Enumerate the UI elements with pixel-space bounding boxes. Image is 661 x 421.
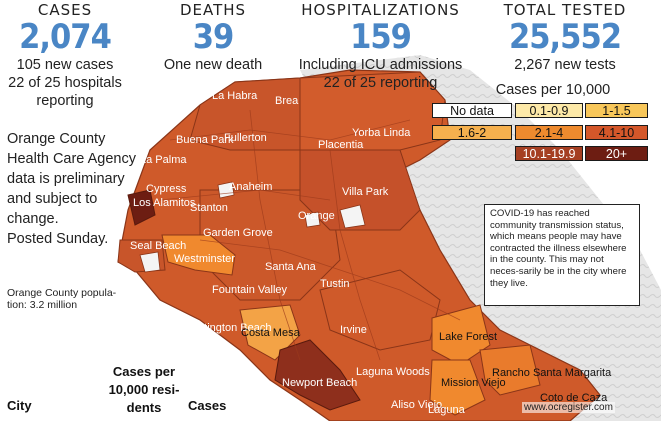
area-lake-forest bbox=[431, 304, 491, 366]
legend-swatch-10-1-19-9: 10.1-19.9 bbox=[515, 146, 583, 161]
area-newport bbox=[274, 339, 361, 411]
city-label: La Palma bbox=[140, 154, 187, 166]
legend-swatch-2-1-4: 2.1-4 bbox=[515, 125, 583, 140]
stat-sub: 22 of 25 reporting bbox=[323, 75, 438, 91]
stat-label: HOSPITALIZATIONS bbox=[301, 1, 460, 19]
stat-sub: reporting bbox=[36, 93, 94, 109]
area-westminster bbox=[161, 234, 236, 276]
stat-sub: 2,267 new tests bbox=[514, 57, 616, 73]
area-mission-viejo bbox=[429, 359, 486, 416]
area-rancho bbox=[479, 344, 541, 396]
city-label: Aliso Viejo bbox=[391, 399, 442, 411]
city-label: Mission Viejo bbox=[441, 377, 506, 389]
legend-swatch-20-plus: 20+ bbox=[585, 146, 648, 161]
population-line: tion: 3.2 million bbox=[7, 299, 78, 311]
stat-value: 2,074 bbox=[19, 17, 112, 57]
city-label: Newport Beach bbox=[282, 377, 357, 389]
region-irvine bbox=[319, 269, 441, 351]
rate-header-line: dents bbox=[126, 400, 162, 415]
city-label: Coto de Caza bbox=[540, 392, 608, 404]
legend-swatch-1-1-5: 1-1.5 bbox=[585, 103, 648, 118]
no-data-area-1 bbox=[139, 251, 161, 273]
disclaimer-line: data is preliminary bbox=[7, 171, 125, 187]
stat-sub: 22 of 25 hospitals bbox=[8, 75, 122, 91]
disclaimer-line: Posted Sunday. bbox=[7, 231, 109, 247]
city-labels: La Habra Brea Buena Park Fullerton Place… bbox=[130, 90, 612, 416]
stat-label: CASES bbox=[37, 1, 93, 19]
table-header-rate: Cases per 10,000 resi- dents bbox=[96, 363, 192, 417]
stat-total-tested: TOTAL TESTED 25,552 2,267 new tests bbox=[495, 2, 635, 74]
road-lines bbox=[159, 109, 461, 361]
rate-header-line: Cases per bbox=[112, 364, 176, 379]
city-label: Huntington Beach bbox=[184, 322, 271, 334]
no-data-area-2 bbox=[339, 204, 366, 229]
legend-title: Cases per 10,000 bbox=[495, 82, 611, 98]
stat-value: 25,552 bbox=[508, 17, 622, 57]
city-label: Stanton bbox=[190, 202, 228, 214]
city-label: Placentia bbox=[318, 139, 364, 151]
city-label: Fullerton bbox=[224, 132, 267, 144]
city-label: Rancho Santa Margarita bbox=[492, 367, 612, 379]
stat-label: TOTAL TESTED bbox=[503, 1, 627, 19]
stat-value: 159 bbox=[350, 17, 412, 57]
stat-hospitalizations: HOSPITALIZATIONS 159 Including ICU admis… bbox=[293, 2, 468, 92]
city-label: Villa Park bbox=[342, 186, 389, 198]
city-label: Los Alamitos bbox=[133, 197, 196, 209]
population-line: Orange County popula- bbox=[7, 287, 117, 299]
legend-swatch-no-data: No data bbox=[432, 103, 512, 118]
stat-cases: CASES 2,074 105 new cases 22 of 25 hospi… bbox=[0, 2, 130, 110]
disclaimer-line: Health Care Agency bbox=[7, 151, 136, 167]
city-label: Cypress bbox=[146, 183, 187, 195]
stat-value: 39 bbox=[192, 17, 235, 57]
city-label: Costa Mesa bbox=[241, 327, 301, 339]
city-label: Tustin bbox=[320, 278, 350, 290]
city-label: Laguna bbox=[428, 404, 466, 416]
city-label: Anaheim bbox=[229, 181, 272, 193]
table-header-city: City bbox=[7, 398, 32, 413]
stat-sub: Including ICU admissions bbox=[298, 57, 463, 73]
stat-label: DEATHS bbox=[179, 1, 247, 19]
city-label: Laguna Woods bbox=[356, 366, 430, 378]
population-note: Orange County popula- tion: 3.2 million bbox=[7, 287, 137, 311]
region-orange-villa bbox=[299, 149, 421, 231]
city-label: Lake Forest bbox=[439, 331, 497, 343]
disclaimer-line: Orange County bbox=[7, 131, 106, 147]
city-label: Orange bbox=[298, 210, 335, 222]
city-label: Fountain Valley bbox=[212, 284, 288, 296]
city-label: Garden Grove bbox=[203, 227, 273, 239]
city-label: Westminster bbox=[174, 253, 235, 265]
transmission-callout: COVID-19 has reached community transmiss… bbox=[484, 204, 640, 306]
city-label: Buena Park bbox=[176, 134, 234, 146]
data-disclaimer: Orange County Health Care Agency data is… bbox=[7, 129, 137, 249]
no-data-area-4 bbox=[304, 211, 321, 228]
disclaimer-line: change. bbox=[7, 211, 59, 227]
city-label: La Habra bbox=[212, 90, 258, 102]
rate-header-line: 10,000 resi- bbox=[108, 382, 180, 397]
legend-swatch-0-1: 0.1-0.9 bbox=[515, 103, 583, 118]
source-credit: www.ocregister.com bbox=[522, 402, 615, 413]
city-label: Santa Ana bbox=[265, 261, 317, 273]
stat-sub: One new death bbox=[163, 57, 263, 73]
legend-swatch-4-1-10: 4.1-10 bbox=[585, 125, 648, 140]
stat-deaths: DEATHS 39 One new death bbox=[158, 2, 268, 74]
legend-swatch-1-6-2: 1.6-2 bbox=[432, 125, 512, 140]
city-label: Yorba Linda bbox=[352, 127, 411, 139]
table-header-cases: Cases bbox=[188, 398, 227, 413]
area-los-alamitos bbox=[127, 189, 156, 226]
city-label: Brea bbox=[275, 95, 299, 107]
disclaimer-line: and subject to bbox=[7, 191, 98, 207]
city-label: Seal Beach bbox=[130, 240, 186, 252]
city-label: Irvine bbox=[340, 324, 367, 336]
stat-sub: 105 new cases bbox=[16, 57, 114, 73]
